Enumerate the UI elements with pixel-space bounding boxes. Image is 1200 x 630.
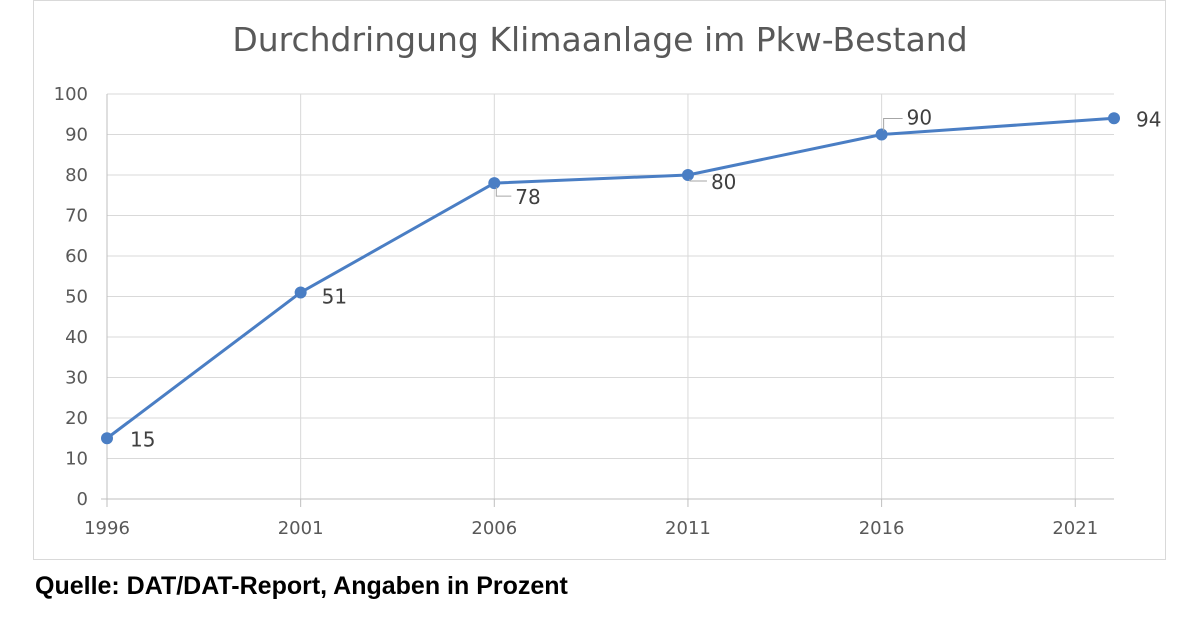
data-label: 90: [907, 106, 932, 130]
data-point: [101, 432, 113, 445]
data-point: [681, 169, 694, 181]
x-tick-label: 1996: [84, 518, 130, 539]
y-tick-label: 30: [65, 368, 88, 389]
source-note: Quelle: DAT/DAT-Report, Angaben in Proze…: [35, 572, 568, 600]
x-tick-label: 2016: [859, 518, 905, 539]
data-label-leader: [883, 118, 903, 131]
data-label-leader: [689, 179, 707, 182]
data-label: 78: [515, 185, 540, 209]
data-point: [875, 128, 888, 141]
y-tick-label: 40: [65, 327, 88, 348]
x-tick-label: 2001: [278, 518, 324, 539]
data-point: [294, 286, 307, 299]
x-tick-label: 2021: [1052, 518, 1098, 539]
data-point: [1108, 112, 1120, 125]
y-tick-label: 10: [65, 449, 88, 470]
y-tick-label: 100: [54, 84, 88, 105]
data-label: 80: [711, 170, 736, 194]
data-point: [488, 177, 501, 190]
data-label: 15: [130, 427, 155, 451]
y-tick-label: 70: [65, 206, 88, 227]
series-line: [106, 116, 1115, 440]
line-chart: 0 10 20 30 40 50 60 70 80 90 100 1996 2001 2006 2011 20…: [54, 84, 1162, 539]
y-tick-label: 20: [65, 408, 88, 429]
y-tick-label: 90: [65, 125, 88, 146]
data-label: 51: [322, 284, 347, 308]
x-tick-label: 2006: [471, 518, 517, 539]
y-tick-label: 80: [65, 165, 88, 186]
y-tick-label: 60: [65, 246, 88, 267]
x-tick-label: 2011: [665, 518, 711, 539]
y-tick-label: 50: [65, 287, 88, 308]
data-label-leader: [495, 187, 512, 197]
y-tick-label: 0: [77, 489, 88, 510]
chart-title: Durchdringung Klimaanlage im Pkw-Bestand: [232, 20, 968, 59]
data-label: 94: [1136, 107, 1161, 131]
chart-frame: [33, 0, 1166, 560]
